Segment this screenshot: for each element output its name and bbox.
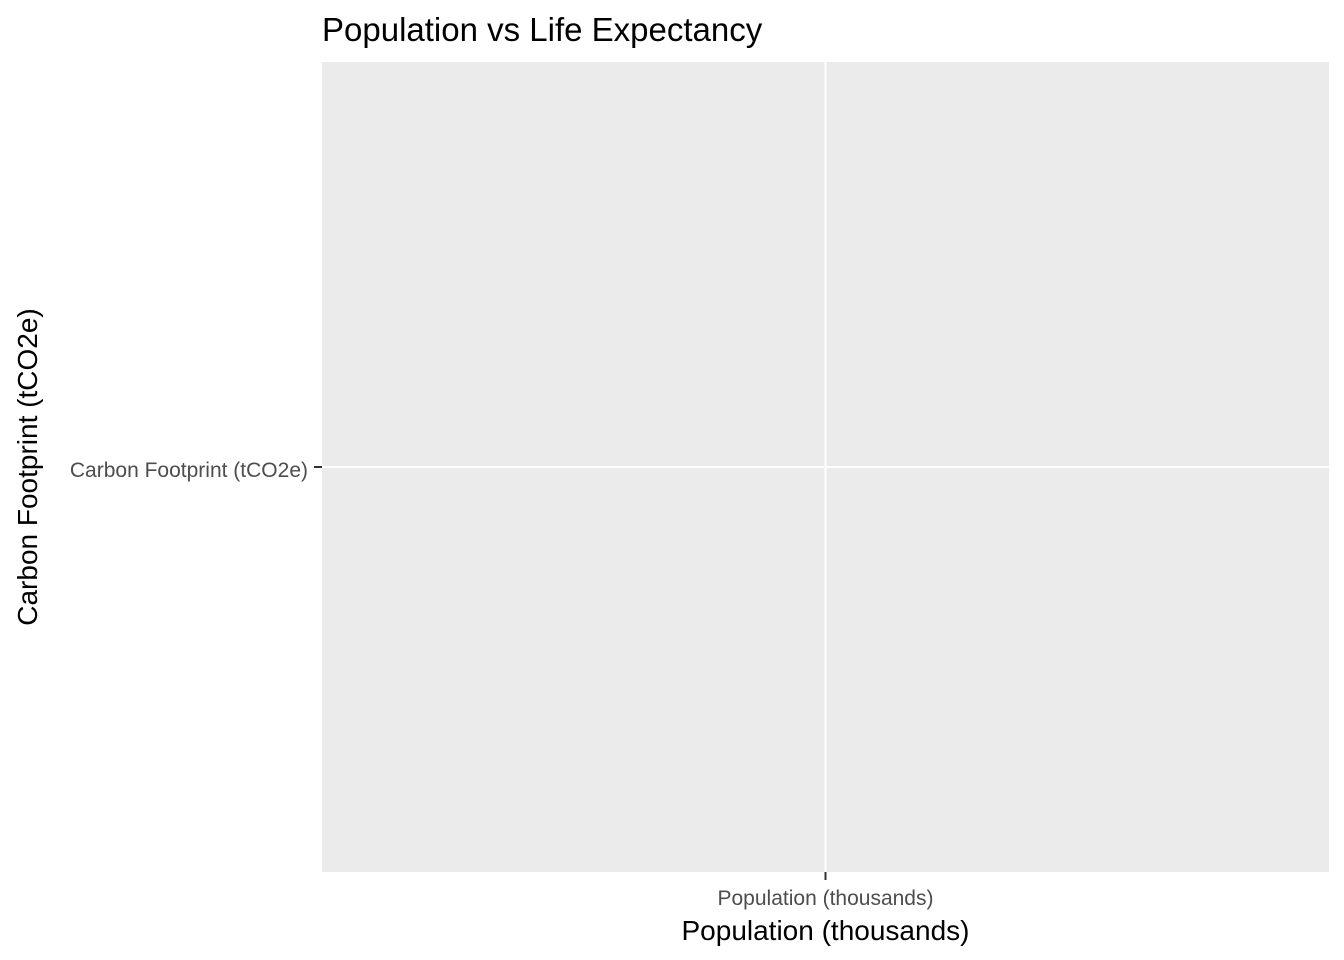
y-tick-label: Carbon Footprint (tCO2e) xyxy=(70,459,308,482)
chart-title: Population vs Life Expectancy xyxy=(322,11,763,48)
y-axis-title: Carbon Footprint (tCO2e) xyxy=(12,308,43,625)
x-axis-title: Population (thousands) xyxy=(682,915,970,946)
x-tick-label: Population (thousands) xyxy=(718,887,934,910)
